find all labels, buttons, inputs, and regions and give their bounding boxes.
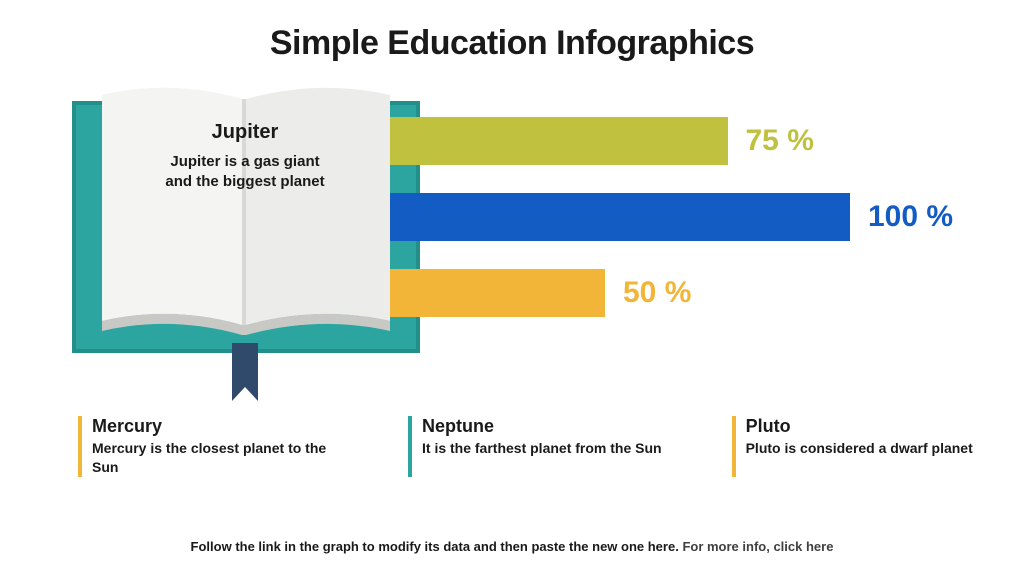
bar: [360, 193, 850, 241]
bar: [360, 117, 728, 165]
footer-text: Follow the link in the graph to modify i…: [191, 539, 683, 554]
info-card: MercuryMercury is the closest planet to …: [78, 416, 338, 477]
footer-note: Follow the link in the graph to modify i…: [0, 539, 1024, 554]
bar-row: 50 %: [360, 269, 953, 317]
info-card: Pluto Pluto is considered a dwarf planet: [732, 416, 973, 477]
card-title: Neptune: [422, 416, 662, 437]
footer-link[interactable]: For more info, click here: [682, 539, 833, 554]
page-title: Simple Education Infographics: [0, 0, 1024, 63]
book-title: Jupiter: [120, 121, 370, 144]
card-description: It is the farthest planet from the Sun: [422, 439, 662, 458]
card-description: Pluto is considered a dwarf planet: [746, 439, 973, 458]
bar-chart: 75 % 100 % 50 %: [360, 117, 953, 345]
main-area: Jupiter Jupiter is a gas giant and the b…: [0, 81, 1024, 401]
bar-row: 75 %: [360, 117, 953, 165]
bar-label: 75 %: [746, 124, 814, 158]
bar-label: 100 %: [868, 200, 953, 234]
cards-row: MercuryMercury is the closest planet to …: [78, 416, 994, 477]
card-description: Mercury is the closest planet to the Sun: [92, 439, 338, 477]
bookmark-icon: [232, 343, 258, 401]
book-description: Jupiter is a gas giant and the biggest p…: [120, 152, 370, 193]
bar-label: 50 %: [623, 276, 691, 310]
bar-row: 100 %: [360, 193, 953, 241]
card-title: Mercury: [92, 416, 338, 437]
info-card: Neptune It is the farthest planet from th…: [408, 416, 662, 477]
card-title: Pluto: [746, 416, 973, 437]
book-text: Jupiter Jupiter is a gas giant and the b…: [120, 121, 370, 193]
